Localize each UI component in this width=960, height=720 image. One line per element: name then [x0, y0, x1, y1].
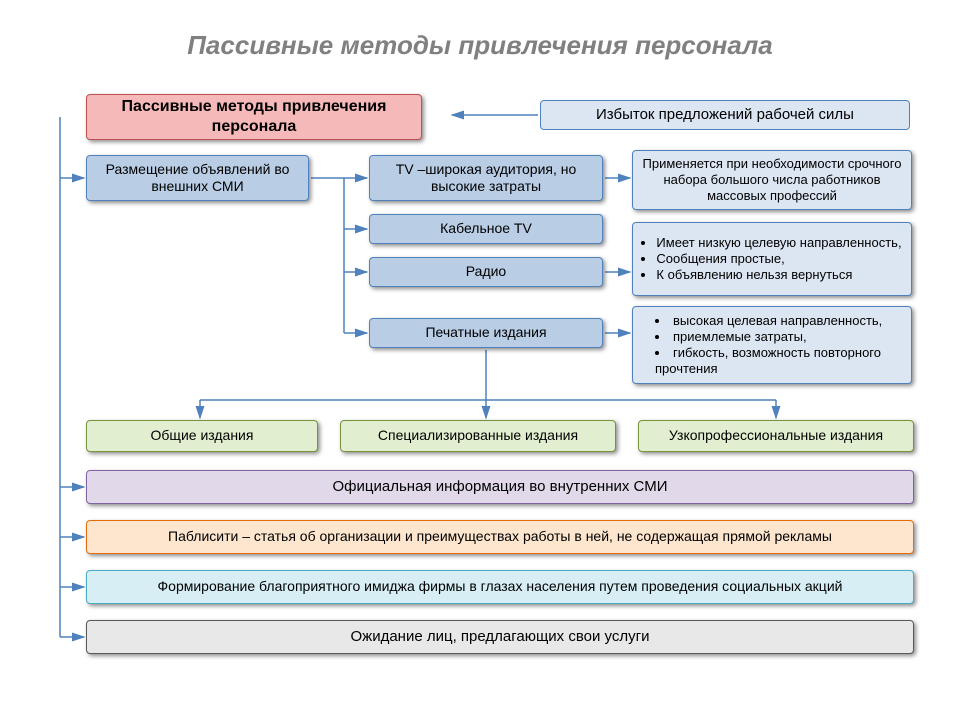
node-tv: TV –широкая аудитория, но высокие затрат…: [369, 155, 603, 201]
node-prof_pub: Узкопрофессиональные издания: [638, 420, 914, 452]
node-gen_pub: Общие издания: [86, 420, 318, 452]
node-main: Пассивные методы привлечения персонала: [86, 94, 422, 140]
node-waiting: Ожидание лиц, предлагающих свои услуги: [86, 620, 914, 654]
node-tv_note: Применяется при необходимости срочного н…: [632, 150, 912, 210]
node-image: Формирование благоприятного имиджа фирмы…: [86, 570, 914, 604]
node-radio: Радио: [369, 257, 603, 287]
node-internal: Официальная информация во внутренних СМИ: [86, 470, 914, 504]
node-publicity: Паблисити – статья об организации и преи…: [86, 520, 914, 554]
node-print: Печатные издания: [369, 318, 603, 348]
node-radio_note: Имеет низкую целевую направленность,Сооб…: [632, 222, 912, 296]
node-print_note: высокая целевая направленность,приемлемы…: [632, 306, 912, 384]
node-spec_pub: Специализированные издания: [340, 420, 616, 452]
node-surplus: Избыток предложений рабочей силы: [540, 100, 910, 130]
node-cable: Кабельное TV: [369, 214, 603, 244]
page-title: Пассивные методы привлечения персонала: [0, 30, 960, 61]
node-ext_media: Размещение объявлений во внешних СМИ: [86, 155, 309, 201]
